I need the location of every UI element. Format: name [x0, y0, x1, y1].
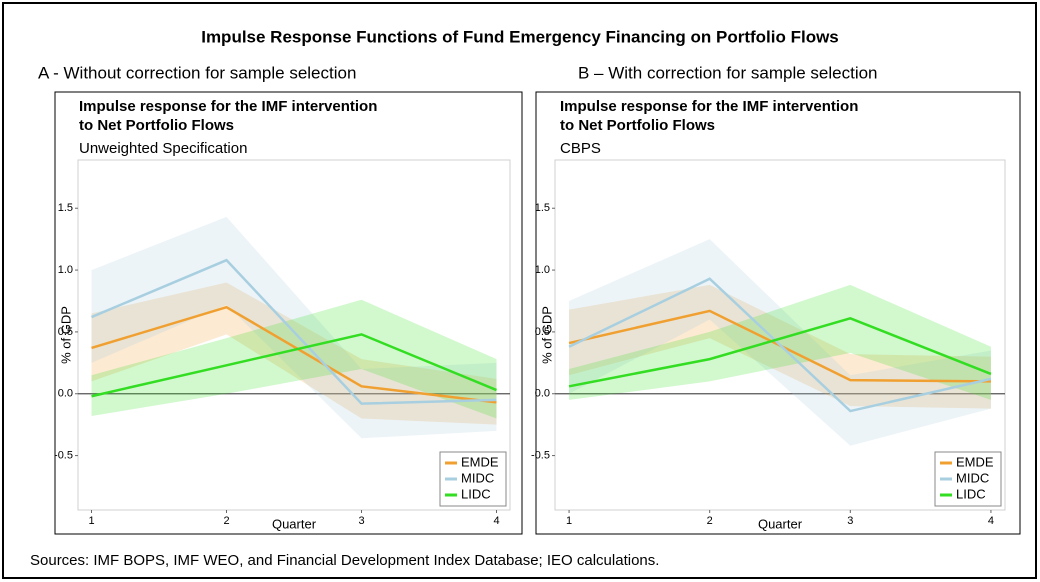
- chart-title: to Net Portfolio Flows: [79, 117, 234, 134]
- chart-subtitle: CBPS: [560, 140, 601, 157]
- plot-area: [554, 159, 1006, 511]
- y-tick-label: 0.5: [58, 326, 73, 338]
- x-axis-label: Quarter: [272, 516, 317, 531]
- legend-label: LIDC: [956, 486, 986, 501]
- series-line: [568, 316, 992, 388]
- legend-label: MIDC: [461, 470, 494, 485]
- chart-title: to Net Portfolio Flows: [560, 117, 715, 134]
- x-tick-label: 2: [223, 515, 229, 527]
- y-tick-label: 0.0: [58, 388, 73, 400]
- confidence-band: [91, 216, 497, 439]
- chart-subtitle: Unweighted Specification: [79, 140, 247, 157]
- confidence-band: [569, 239, 991, 446]
- chart-title: Impulse response for the IMF interventio…: [560, 98, 858, 115]
- panel-label: B – With correction for sample selection: [578, 63, 878, 82]
- y-axis-label: % of GDP: [539, 306, 554, 364]
- y-tick-label: -0.5: [54, 449, 73, 461]
- panel-label: A - Without correction for sample select…: [38, 63, 356, 82]
- x-axis-label: Quarter: [758, 516, 803, 531]
- series-line: [568, 277, 992, 413]
- y-tick-label: 0.5: [535, 326, 550, 338]
- y-tick-label: 1.0: [58, 264, 73, 276]
- source-note: Sources: IMF BOPS, IMF WEO, and Financia…: [30, 552, 659, 569]
- figure-title: Impulse Response Functions of Fund Emerg…: [201, 27, 839, 46]
- chart-title: Impulse response for the IMF interventio…: [79, 98, 377, 115]
- x-tick-label: 1: [88, 515, 94, 527]
- series-line: [91, 305, 497, 404]
- legend-label: MIDC: [956, 470, 989, 485]
- x-tick-label: 4: [988, 515, 994, 527]
- y-tick-label: 0.0: [535, 388, 550, 400]
- plot-area: [77, 159, 511, 511]
- series-line: [91, 258, 497, 405]
- x-tick-label: 2: [707, 515, 713, 527]
- legend-label: LIDC: [461, 486, 491, 501]
- y-tick-label: 1.5: [535, 202, 550, 214]
- y-tick-label: 1.0: [535, 264, 550, 276]
- x-tick-label: 3: [847, 515, 853, 527]
- legend-label: EMDE: [956, 454, 994, 469]
- series-line: [91, 333, 497, 398]
- y-tick-label: -0.5: [531, 449, 550, 461]
- y-axis-label: % of GDP: [58, 306, 73, 364]
- y-tick-label: 1.5: [58, 202, 73, 214]
- confidence-band: [569, 284, 991, 400]
- x-tick-label: 3: [358, 515, 364, 527]
- x-tick-label: 1: [566, 515, 572, 527]
- confidence-band: [91, 299, 497, 419]
- x-tick-label: 4: [493, 515, 499, 527]
- legend-label: EMDE: [461, 454, 499, 469]
